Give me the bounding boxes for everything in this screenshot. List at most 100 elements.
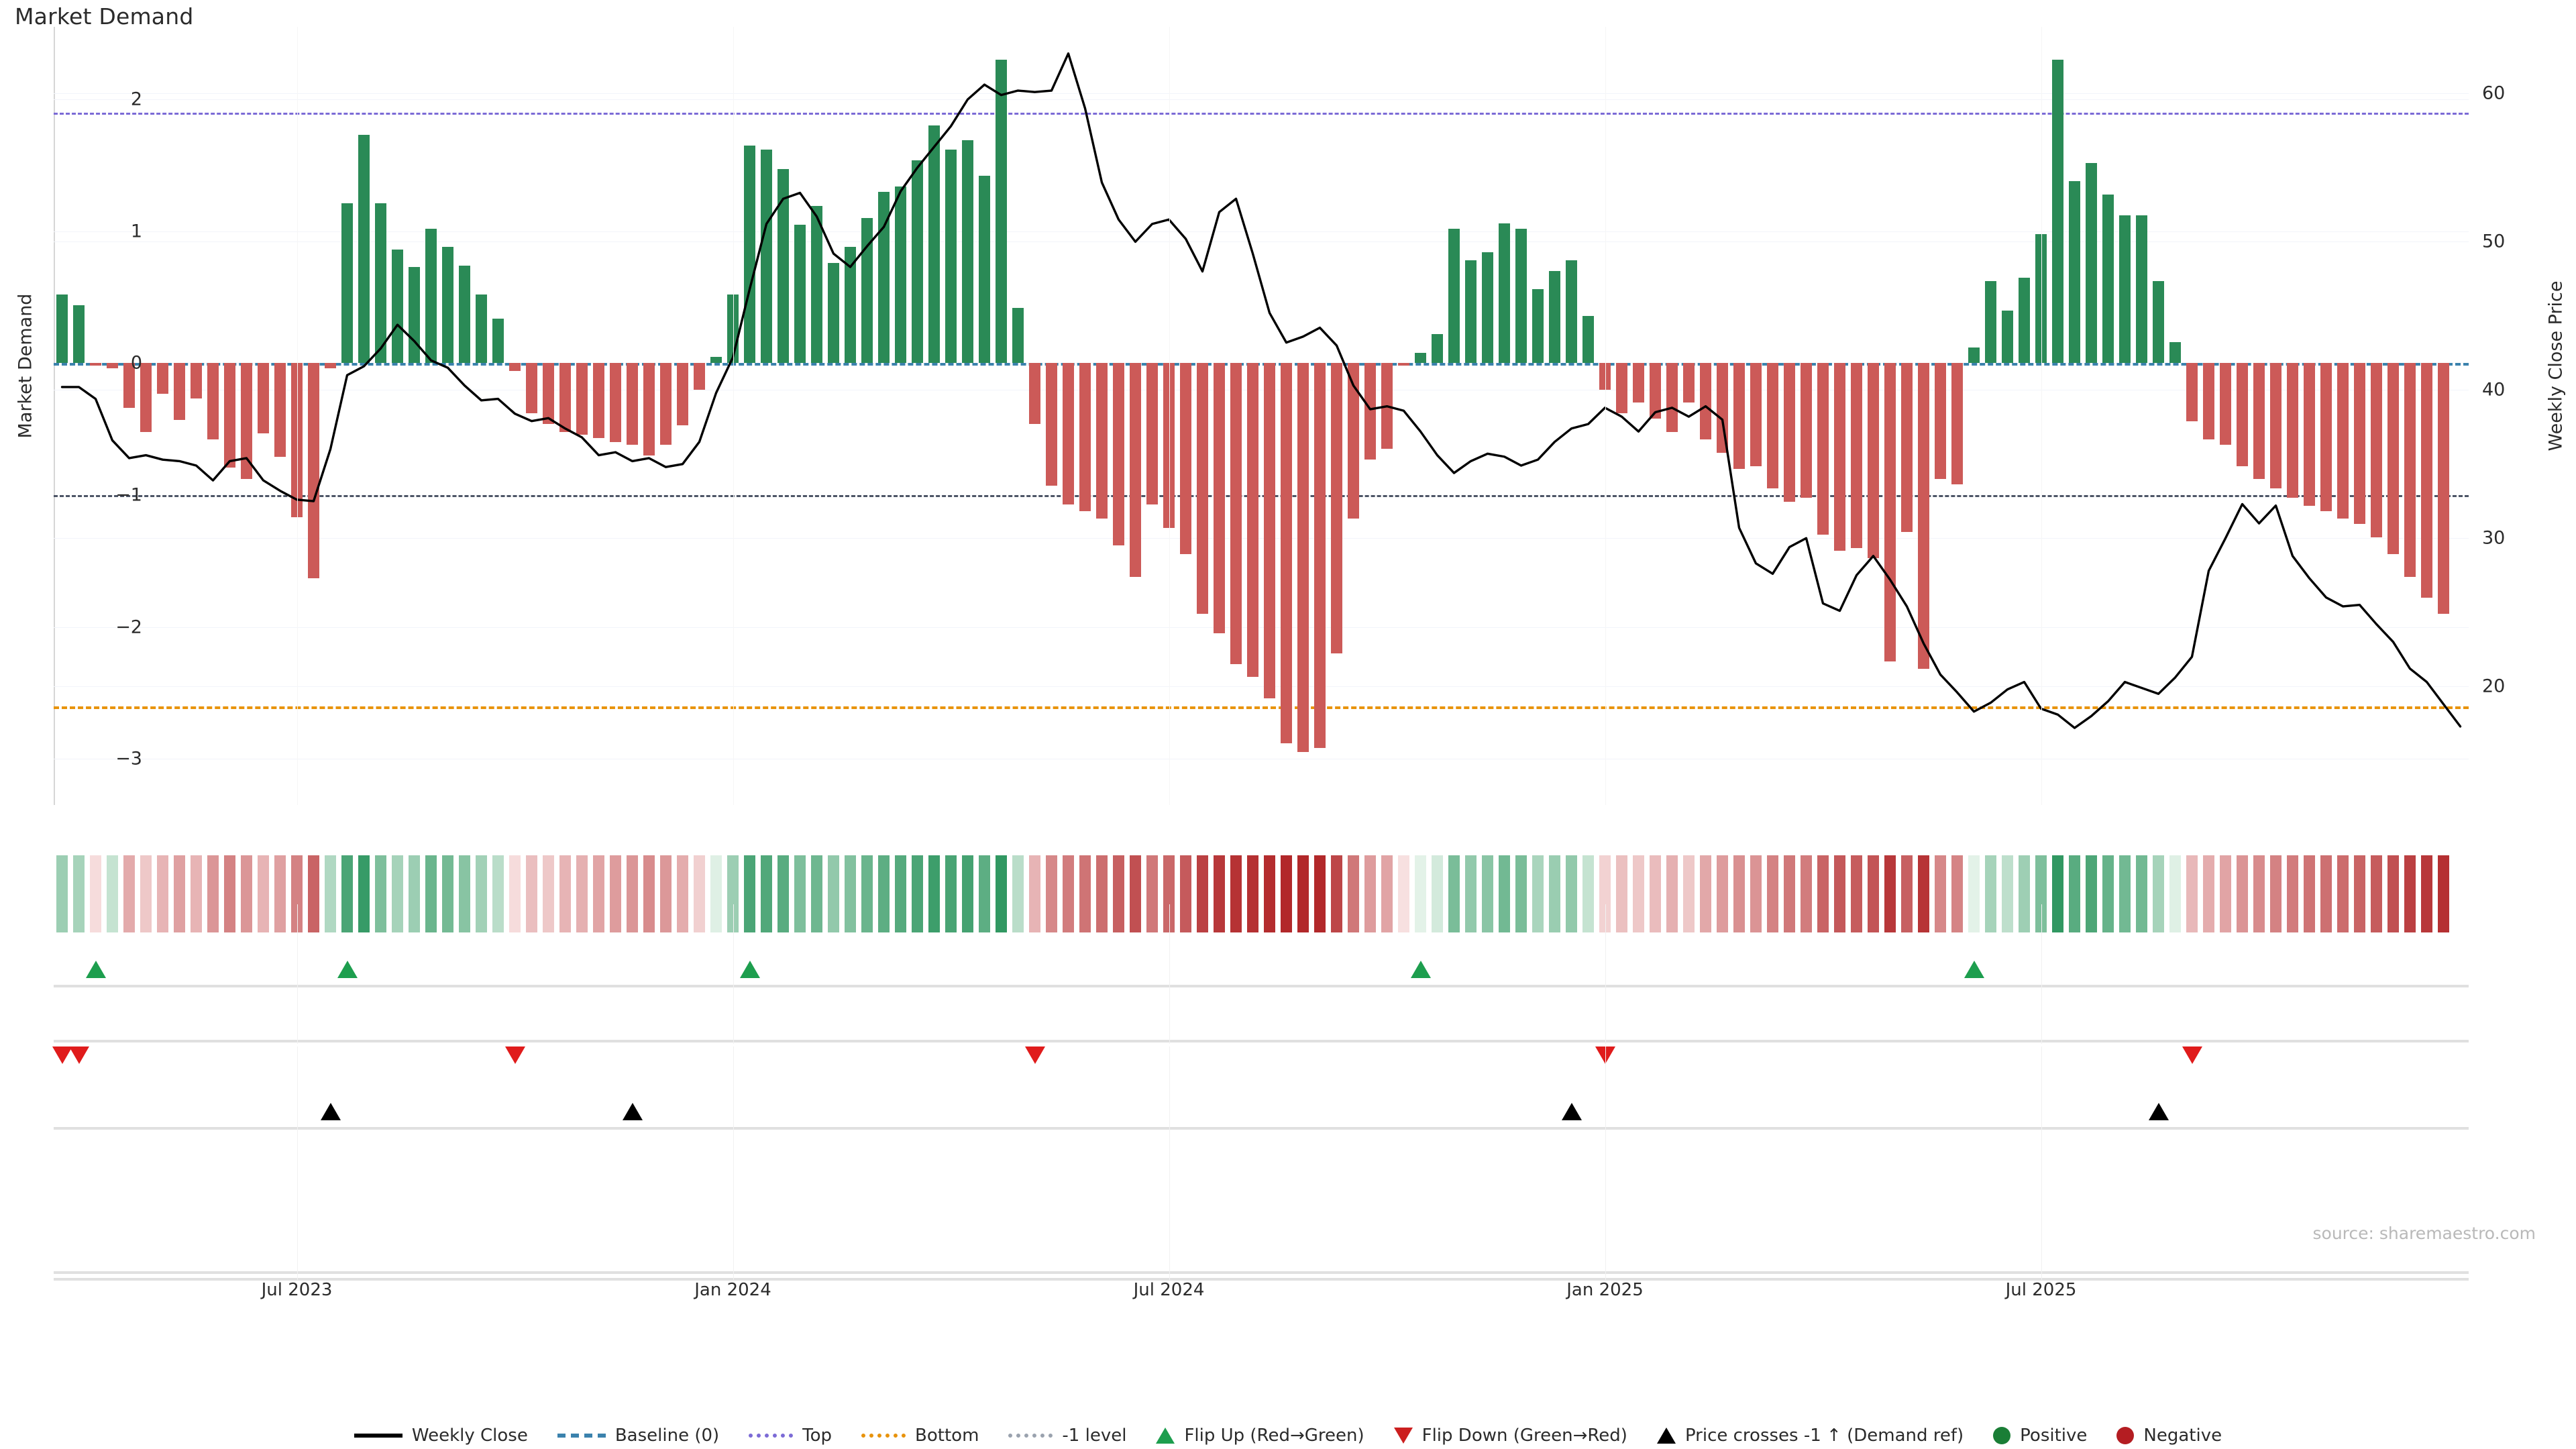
demand-bar — [962, 140, 973, 364]
weekly-close-line — [60, 52, 2462, 729]
heatmap-cell — [1968, 855, 1980, 932]
vertical-gridline — [1169, 1046, 1170, 1131]
demand-bar — [56, 294, 68, 364]
demand-bar — [1918, 363, 1929, 669]
heatmap-cell — [2035, 855, 2047, 932]
row-baseline — [54, 1278, 2469, 1281]
demand-bar — [543, 363, 554, 424]
demand-bar — [526, 363, 537, 414]
heatmap-cell — [241, 855, 252, 932]
flip-down-marker-icon — [2182, 1046, 2202, 1064]
heatmap-cell — [375, 855, 386, 932]
demand-bar — [476, 294, 487, 364]
y-axis-left-title: Market Demand — [15, 293, 36, 439]
heatmap-cell — [107, 855, 118, 932]
demand-bar — [2169, 341, 2181, 364]
demand-bar — [2102, 194, 2114, 364]
flip-up-marker-icon — [739, 961, 760, 978]
heatmap-cell — [2354, 855, 2365, 932]
heatmap-cell — [2320, 855, 2332, 932]
flip-down-marker-icon — [68, 1046, 89, 1064]
marker-row-price-cross — [54, 1046, 2469, 1281]
demand-bar — [2287, 363, 2298, 498]
vertical-gridline — [1605, 1046, 1606, 1131]
heatmap-cell — [727, 855, 739, 932]
legend-item[interactable]: Baseline (0) — [557, 1426, 719, 1446]
legend-item[interactable]: Positive — [1993, 1426, 2087, 1446]
heatmap-cell — [358, 855, 370, 932]
demand-bar — [811, 206, 822, 364]
legend-item[interactable]: Weekly Close — [354, 1426, 528, 1446]
demand-bar — [2203, 363, 2214, 440]
heatmap-cell — [157, 855, 168, 932]
demand-bar — [392, 250, 403, 364]
legend-item[interactable]: Bottom — [861, 1426, 979, 1446]
y-axis-right-tick-label: 50 — [2482, 231, 2506, 252]
heatmap-cell — [2153, 855, 2164, 932]
row-baseline — [54, 985, 2469, 987]
x-axis-spine — [54, 1271, 2469, 1274]
heatmap-cell — [2270, 855, 2282, 932]
demand-bar — [1180, 363, 1191, 555]
heatmap-cell — [308, 855, 319, 932]
gridline — [54, 538, 2469, 539]
heatmap-cell — [1230, 855, 1242, 932]
demand-bar — [576, 363, 588, 435]
demand-bar — [660, 363, 672, 445]
heatmap-cell — [2019, 855, 2030, 932]
demand-bar — [610, 363, 621, 443]
demand-bar — [459, 265, 470, 364]
flip-down-marker-icon — [504, 1046, 525, 1064]
heatmap-cell — [1868, 855, 1879, 932]
demand-bar — [1247, 363, 1258, 678]
demand-bar — [442, 247, 453, 364]
vertical-gridline — [1169, 959, 1170, 1044]
demand-bar — [1230, 363, 1242, 664]
demand-bar — [2253, 363, 2265, 480]
heatmap-cell — [1163, 855, 1175, 932]
heatmap-cell — [1532, 855, 1544, 932]
heatmap-cell — [1096, 855, 1108, 932]
demand-bar — [979, 176, 990, 364]
heatmap-cell — [1331, 855, 1342, 932]
legend-item[interactable]: Top — [749, 1426, 832, 1446]
heatmap-cell — [191, 855, 202, 932]
heatmap-cell — [1733, 855, 1745, 932]
legend-item[interactable]: Flip Up (Red→Green) — [1156, 1426, 1364, 1446]
vertical-gridline — [1605, 27, 1606, 805]
heatmap-cell — [2287, 855, 2298, 932]
legend-item[interactable]: Price crosses -1 ↑ (Demand ref) — [1656, 1426, 1964, 1446]
heatmap-cell — [1214, 855, 1225, 932]
demand-bar — [1717, 363, 1728, 453]
demand-bar — [1130, 363, 1141, 577]
legend-item[interactable]: Flip Down (Green→Red) — [1393, 1426, 1627, 1446]
legend-item[interactable]: Negative — [2116, 1426, 2222, 1446]
dotted-line-swatch — [861, 1434, 906, 1438]
vertical-gridline — [1605, 959, 1606, 1044]
demand-bar — [2153, 281, 2164, 364]
x-axis-tick-label: Jan 2025 — [1566, 1280, 1644, 1300]
demand-bar — [845, 247, 856, 364]
legend-item[interactable]: -1 level — [1008, 1426, 1126, 1446]
demand-bar — [1884, 363, 1896, 661]
heatmap-cell — [258, 855, 269, 932]
heatmap-cell — [2136, 855, 2147, 932]
vertical-gridline — [733, 1046, 734, 1131]
dashed-line-swatch — [557, 1434, 606, 1438]
demand-bar — [1415, 352, 1426, 364]
vertical-gridline — [297, 1046, 298, 1131]
vertical-gridline — [1605, 1142, 1606, 1276]
demand-bar — [1700, 363, 1711, 440]
demand-bar — [1985, 281, 1996, 364]
demand-bar — [1499, 223, 1510, 364]
reference-line-top — [54, 112, 2469, 115]
demand-bar — [2304, 363, 2315, 506]
heatmap-cell — [56, 855, 68, 932]
heatmap-cell — [73, 855, 85, 932]
solid-line-swatch — [354, 1434, 402, 1438]
heatmap-cell — [761, 855, 772, 932]
heatmap-cell — [1297, 855, 1309, 932]
heatmap-cell — [1348, 855, 1359, 932]
legend-item-label: Negative — [2143, 1426, 2222, 1446]
demand-bar — [157, 363, 168, 394]
